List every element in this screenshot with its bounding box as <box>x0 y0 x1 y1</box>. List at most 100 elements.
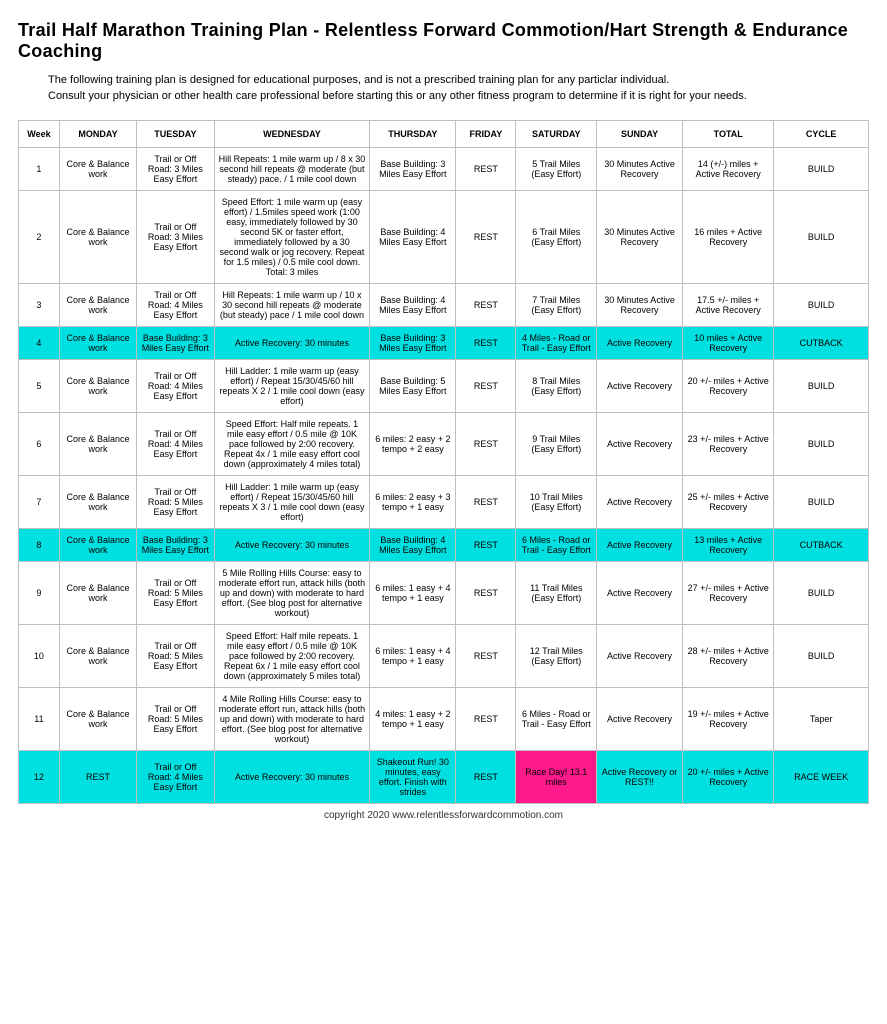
cell-total: 14 (+/-) miles + Active Recovery <box>683 148 774 191</box>
cell-saturday: 8 Trail Miles (Easy Effort) <box>516 360 597 413</box>
table-row: 5Core & Balance workTrail or Off Road: 4… <box>19 360 869 413</box>
cell-thursday: Shakeout Run! 30 minutes, easy effort. F… <box>370 751 456 804</box>
cell-wednesday: Hill Ladder: 1 mile warm up (easy effort… <box>214 476 370 529</box>
cell-sunday: Active Recovery or REST!! <box>597 751 683 804</box>
cell-thursday: Base Building: 3 Miles Easy Effort <box>370 327 456 360</box>
cell-tuesday: Base Building: 3 Miles Easy Effort <box>137 327 214 360</box>
cell-thursday: 6 miles: 1 easy + 4 tempo + 1 easy <box>370 562 456 625</box>
cell-tuesday: Trail or Off Road: 5 Miles Easy Effort <box>137 562 214 625</box>
cell-week: 3 <box>19 284 60 327</box>
table-row: 3Core & Balance workTrail or Off Road: 4… <box>19 284 869 327</box>
cell-monday: Core & Balance work <box>59 413 136 476</box>
col-friday: FRIDAY <box>456 121 516 148</box>
cell-monday: Core & Balance work <box>59 688 136 751</box>
cell-total: 25 +/- miles + Active Recovery <box>683 476 774 529</box>
col-thursday: THURSDAY <box>370 121 456 148</box>
cell-cycle: BUILD <box>774 413 869 476</box>
cell-saturday: 5 Trail Miles (Easy Effort) <box>516 148 597 191</box>
cell-total: 19 +/- miles + Active Recovery <box>683 688 774 751</box>
cell-sunday: Active Recovery <box>597 413 683 476</box>
cell-sunday: Active Recovery <box>597 360 683 413</box>
cell-thursday: Base Building: 4 Miles Easy Effort <box>370 284 456 327</box>
cell-tuesday: Trail or Off Road: 5 Miles Easy Effort <box>137 625 214 688</box>
cell-monday: Core & Balance work <box>59 476 136 529</box>
cell-total: 27 +/- miles + Active Recovery <box>683 562 774 625</box>
cell-tuesday: Trail or Off Road: 5 Miles Easy Effort <box>137 688 214 751</box>
cell-saturday: 6 Trail Miles (Easy Effort) <box>516 191 597 284</box>
cell-saturday: 6 Miles - Road or Trail - Easy Effort <box>516 529 597 562</box>
cell-monday: Core & Balance work <box>59 284 136 327</box>
cell-cycle: BUILD <box>774 284 869 327</box>
col-total: TOTAL <box>683 121 774 148</box>
cell-friday: REST <box>456 562 516 625</box>
cell-cycle: BUILD <box>774 625 869 688</box>
cell-monday: Core & Balance work <box>59 148 136 191</box>
cell-monday: Core & Balance work <box>59 529 136 562</box>
cell-thursday: 6 miles: 1 easy + 4 tempo + 1 easy <box>370 625 456 688</box>
cell-week: 7 <box>19 476 60 529</box>
cell-monday: Core & Balance work <box>59 562 136 625</box>
cell-wednesday: Active Recovery: 30 minutes <box>214 751 370 804</box>
cell-sunday: Active Recovery <box>597 688 683 751</box>
col-monday: MONDAY <box>59 121 136 148</box>
cell-week: 6 <box>19 413 60 476</box>
cell-tuesday: Trail or Off Road: 3 Miles Easy Effort <box>137 148 214 191</box>
cell-cycle: CUTBACK <box>774 327 869 360</box>
col-week: Week <box>19 121 60 148</box>
cell-saturday: 12 Trail Miles (Easy Effort) <box>516 625 597 688</box>
cell-friday: REST <box>456 148 516 191</box>
cell-week: 12 <box>19 751 60 804</box>
cell-wednesday: Active Recovery: 30 minutes <box>214 529 370 562</box>
cell-wednesday: 5 Mile Rolling Hills Course: easy to mod… <box>214 562 370 625</box>
table-row: 1Core & Balance workTrail or Off Road: 3… <box>19 148 869 191</box>
intro-line-2: Consult your physician or other health c… <box>48 90 869 102</box>
cell-total: 20 +/- miles + Active Recovery <box>683 360 774 413</box>
table-row: 4Core & Balance workBase Building: 3 Mil… <box>19 327 869 360</box>
cell-week: 1 <box>19 148 60 191</box>
page-title: Trail Half Marathon Training Plan - Rele… <box>18 20 869 62</box>
table-row: 2Core & Balance workTrail or Off Road: 3… <box>19 191 869 284</box>
cell-sunday: Active Recovery <box>597 529 683 562</box>
training-table-wrap: Week MONDAY TUESDAY WEDNESDAY THURSDAY F… <box>18 120 869 804</box>
cell-friday: REST <box>456 284 516 327</box>
cell-wednesday: Speed Effort: 1 mile warm up (easy effor… <box>214 191 370 284</box>
training-table: Week MONDAY TUESDAY WEDNESDAY THURSDAY F… <box>18 120 869 804</box>
cell-sunday: 30 Minutes Active Recovery <box>597 191 683 284</box>
cell-saturday: 4 Miles - Road or Trail - Easy Effort <box>516 327 597 360</box>
cell-sunday: Active Recovery <box>597 476 683 529</box>
table-body: 1Core & Balance workTrail or Off Road: 3… <box>19 148 869 804</box>
cell-friday: REST <box>456 625 516 688</box>
cell-week: 5 <box>19 360 60 413</box>
cell-monday: REST <box>59 751 136 804</box>
cell-cycle: BUILD <box>774 476 869 529</box>
col-cycle: CYCLE <box>774 121 869 148</box>
cell-wednesday: Hill Repeats: 1 mile warm up / 8 x 30 se… <box>214 148 370 191</box>
cell-thursday: Base Building: 5 Miles Easy Effort <box>370 360 456 413</box>
table-row: 6Core & Balance workTrail or Off Road: 4… <box>19 413 869 476</box>
col-tuesday: TUESDAY <box>137 121 214 148</box>
cell-friday: REST <box>456 688 516 751</box>
cell-saturday: 10 Trail Miles (Easy Effort) <box>516 476 597 529</box>
cell-saturday: 7 Trail Miles (Easy Effort) <box>516 284 597 327</box>
cell-total: 20 +/- miles + Active Recovery <box>683 751 774 804</box>
cell-sunday: Active Recovery <box>597 327 683 360</box>
col-wednesday: WEDNESDAY <box>214 121 370 148</box>
footer-copyright: copyright 2020 www.relentlessforwardcomm… <box>18 810 869 821</box>
cell-total: 13 miles + Active Recovery <box>683 529 774 562</box>
cell-week: 4 <box>19 327 60 360</box>
cell-cycle: Taper <box>774 688 869 751</box>
cell-week: 11 <box>19 688 60 751</box>
cell-tuesday: Trail or Off Road: 3 Miles Easy Effort <box>137 191 214 284</box>
cell-sunday: Active Recovery <box>597 625 683 688</box>
cell-tuesday: Trail or Off Road: 4 Miles Easy Effort <box>137 284 214 327</box>
table-row: 12RESTTrail or Off Road: 4 Miles Easy Ef… <box>19 751 869 804</box>
table-row: 11Core & Balance workTrail or Off Road: … <box>19 688 869 751</box>
table-header-row: Week MONDAY TUESDAY WEDNESDAY THURSDAY F… <box>19 121 869 148</box>
cell-sunday: Active Recovery <box>597 562 683 625</box>
cell-tuesday: Trail or Off Road: 5 Miles Easy Effort <box>137 476 214 529</box>
cell-cycle: CUTBACK <box>774 529 869 562</box>
cell-wednesday: Hill Ladder: 1 mile warm up (easy effort… <box>214 360 370 413</box>
cell-total: 28 +/- miles + Active Recovery <box>683 625 774 688</box>
cell-thursday: Base Building: 4 Miles Easy Effort <box>370 191 456 284</box>
col-saturday: SATURDAY <box>516 121 597 148</box>
